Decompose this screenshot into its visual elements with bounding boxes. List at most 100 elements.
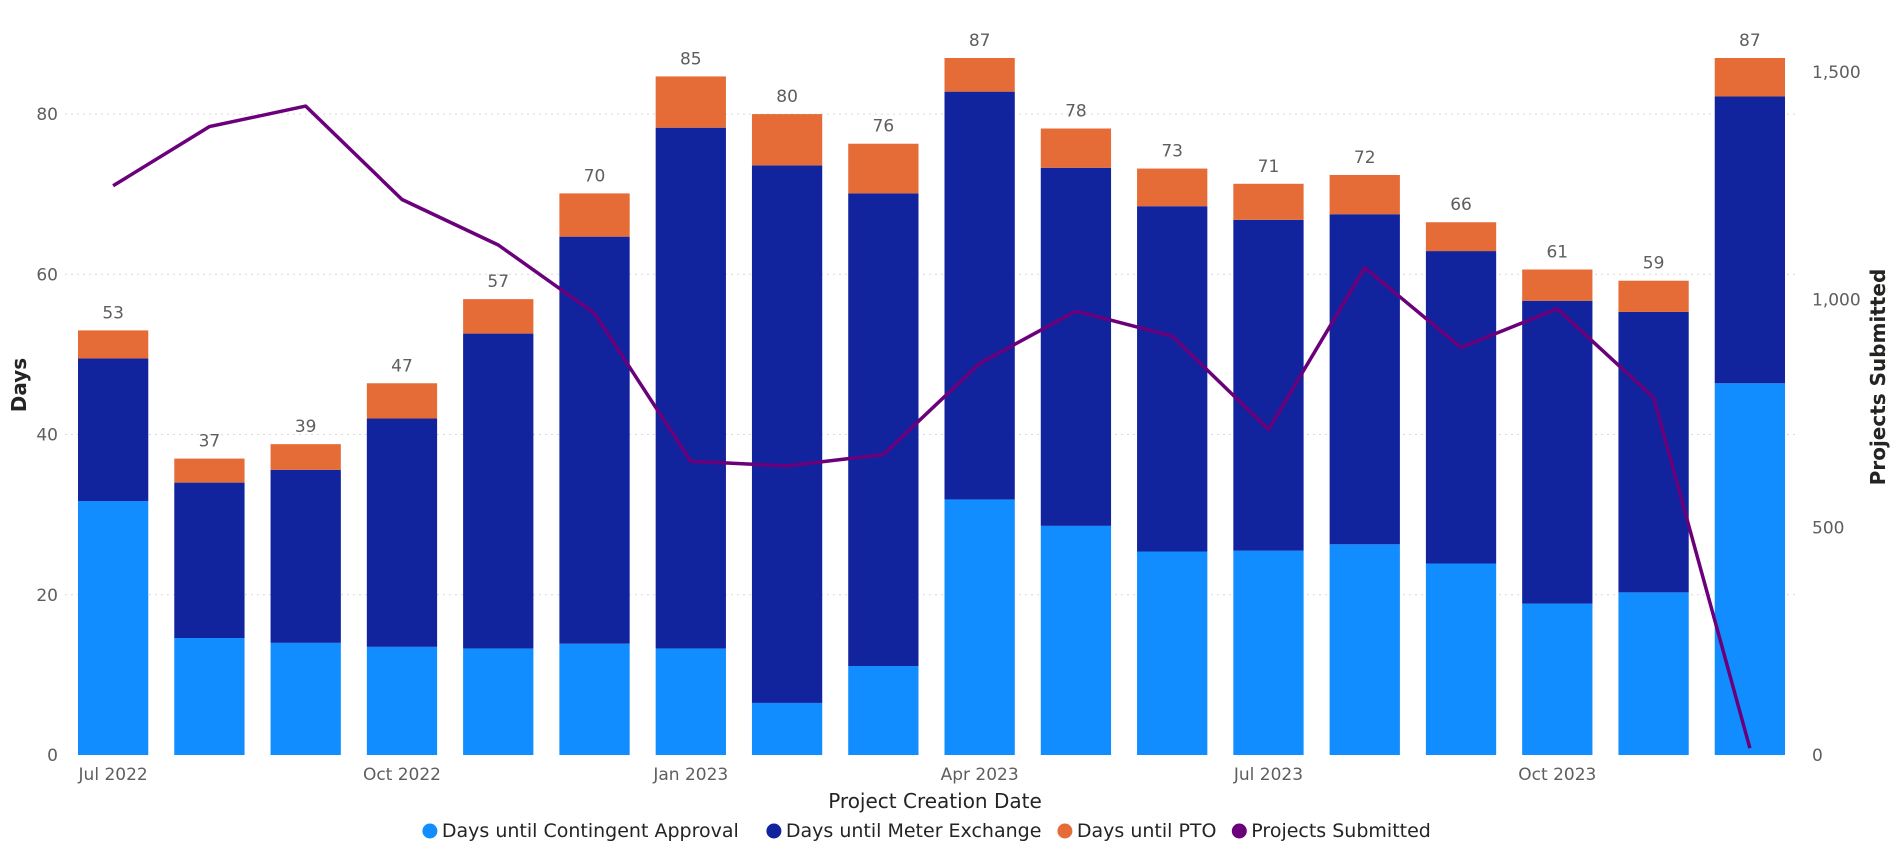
bar-segment[interactable]	[463, 299, 534, 334]
total-label: 78	[1065, 102, 1087, 122]
x-tick-label: Oct 2022	[363, 765, 441, 785]
bar-segment[interactable]	[463, 648, 534, 755]
bar-segment[interactable]	[174, 458, 245, 483]
x-axis-title: Project Creation Date	[828, 789, 1042, 813]
bar-segment[interactable]	[655, 76, 726, 128]
projects-line-layer	[112, 104, 1752, 749]
bar-segment[interactable]	[1329, 214, 1400, 545]
bar-segment[interactable]	[559, 643, 630, 755]
total-label: 76	[873, 117, 895, 137]
legend-label: Days until Meter Exchange	[786, 820, 1042, 842]
bar-segment[interactable]	[1040, 167, 1112, 526]
bar-segment[interactable]	[1137, 168, 1208, 207]
bar-segment[interactable]	[1137, 551, 1208, 755]
bar-segment[interactable]	[1618, 280, 1689, 312]
legend-marker	[1057, 823, 1073, 839]
bar-segment[interactable]	[751, 165, 823, 703]
x-tick-label: Jul 2023	[1233, 765, 1303, 785]
total-label: 66	[1450, 195, 1472, 215]
total-label: 59	[1643, 254, 1665, 274]
total-label: 87	[969, 31, 991, 51]
bar-segment[interactable]	[559, 193, 630, 237]
total-label: 61	[1546, 243, 1568, 263]
x-tick-label: Jan 2023	[652, 765, 728, 785]
y-axis-title: Days	[7, 358, 31, 412]
bar-segment[interactable]	[366, 383, 438, 419]
total-label: 53	[102, 303, 124, 323]
stacked-bars	[77, 58, 1786, 755]
bar-segment[interactable]	[366, 646, 438, 755]
bar-segment[interactable]	[270, 642, 341, 755]
total-label: 73	[1161, 142, 1183, 162]
gridlines	[65, 113, 1798, 596]
bar-segment[interactable]	[1714, 383, 1786, 755]
bar-segment[interactable]	[1233, 550, 1304, 755]
y-axis-right: 0 500 1,000 1,500	[1812, 63, 1861, 766]
bar-segment[interactable]	[270, 469, 341, 643]
bar-segment[interactable]	[1618, 311, 1689, 593]
total-label: 47	[391, 356, 413, 376]
total-label: 87	[1739, 31, 1761, 51]
y2-tick-label: 0	[1812, 746, 1823, 766]
bar-segment[interactable]	[944, 58, 1015, 92]
legend: Days until Contingent Approval Days until…	[422, 820, 1431, 842]
y2-tick-label: 1,500	[1812, 63, 1861, 83]
bar-segment[interactable]	[77, 330, 149, 359]
bar-segment[interactable]	[1714, 96, 1786, 384]
bar-segment[interactable]	[1040, 128, 1112, 168]
bar-segment[interactable]	[655, 127, 726, 649]
bar-segment[interactable]	[366, 418, 438, 647]
bar-segment[interactable]	[1522, 269, 1593, 301]
y2-tick-label: 1,000	[1812, 291, 1861, 311]
bar-segment[interactable]	[174, 482, 245, 639]
bar-segment[interactable]	[77, 358, 149, 502]
legend-marker	[766, 823, 782, 839]
legend-label: Days until Contingent Approval	[442, 820, 739, 842]
data-labels: 53 37 39 47 57 70 85 80 76 87 78 73 71 72 66 61 59 87	[102, 31, 1760, 452]
bar-segment[interactable]	[1137, 206, 1208, 552]
bar-segment[interactable]	[655, 648, 726, 755]
bar-segment[interactable]	[174, 638, 245, 755]
x-tick-label: Oct 2023	[1518, 765, 1596, 785]
bar-segment[interactable]	[1714, 58, 1786, 97]
bar-segment[interactable]	[1329, 174, 1400, 215]
bar-segment[interactable]	[270, 444, 341, 470]
legend-marker	[422, 823, 438, 839]
bar-segment[interactable]	[1522, 603, 1593, 755]
total-label: 70	[584, 166, 606, 186]
total-label: 71	[1258, 157, 1280, 177]
total-label: 80	[776, 87, 798, 107]
bar-segment[interactable]	[944, 91, 1015, 500]
bar-segment[interactable]	[1233, 183, 1304, 220]
y2-tick-label: 500	[1812, 518, 1844, 538]
bar-segment[interactable]	[77, 501, 149, 755]
x-tick-label: Jul 2022	[78, 765, 148, 785]
bar-segment[interactable]	[1522, 300, 1593, 604]
bar-segment[interactable]	[1425, 251, 1497, 564]
bar-segment[interactable]	[944, 499, 1015, 755]
bar-segment[interactable]	[1618, 592, 1689, 755]
bar-segment[interactable]	[751, 114, 823, 166]
y-tick-label: 40	[36, 426, 58, 446]
bar-segment[interactable]	[848, 666, 919, 755]
bar-segment[interactable]	[1425, 563, 1497, 755]
bar-segment[interactable]	[1425, 222, 1497, 252]
y-tick-label: 80	[36, 105, 58, 125]
bar-segment[interactable]	[1329, 544, 1400, 755]
legend-label: Projects Submitted	[1251, 820, 1431, 842]
x-tick-label: Apr 2023	[941, 765, 1019, 785]
bar-segment[interactable]	[751, 702, 823, 755]
bar-segment[interactable]	[848, 143, 919, 194]
total-label: 37	[199, 432, 221, 452]
bar-segment[interactable]	[463, 333, 534, 649]
bar-segment[interactable]	[1040, 525, 1112, 755]
bar-segment[interactable]	[1233, 219, 1304, 551]
y-tick-label: 0	[47, 746, 58, 766]
total-label: 72	[1354, 148, 1376, 168]
bar-segment[interactable]	[559, 236, 630, 644]
bar-segment[interactable]	[848, 193, 919, 667]
y-tick-label: 60	[36, 265, 58, 285]
total-label: 85	[680, 49, 702, 69]
projects-submitted-line[interactable]	[112, 104, 1752, 749]
